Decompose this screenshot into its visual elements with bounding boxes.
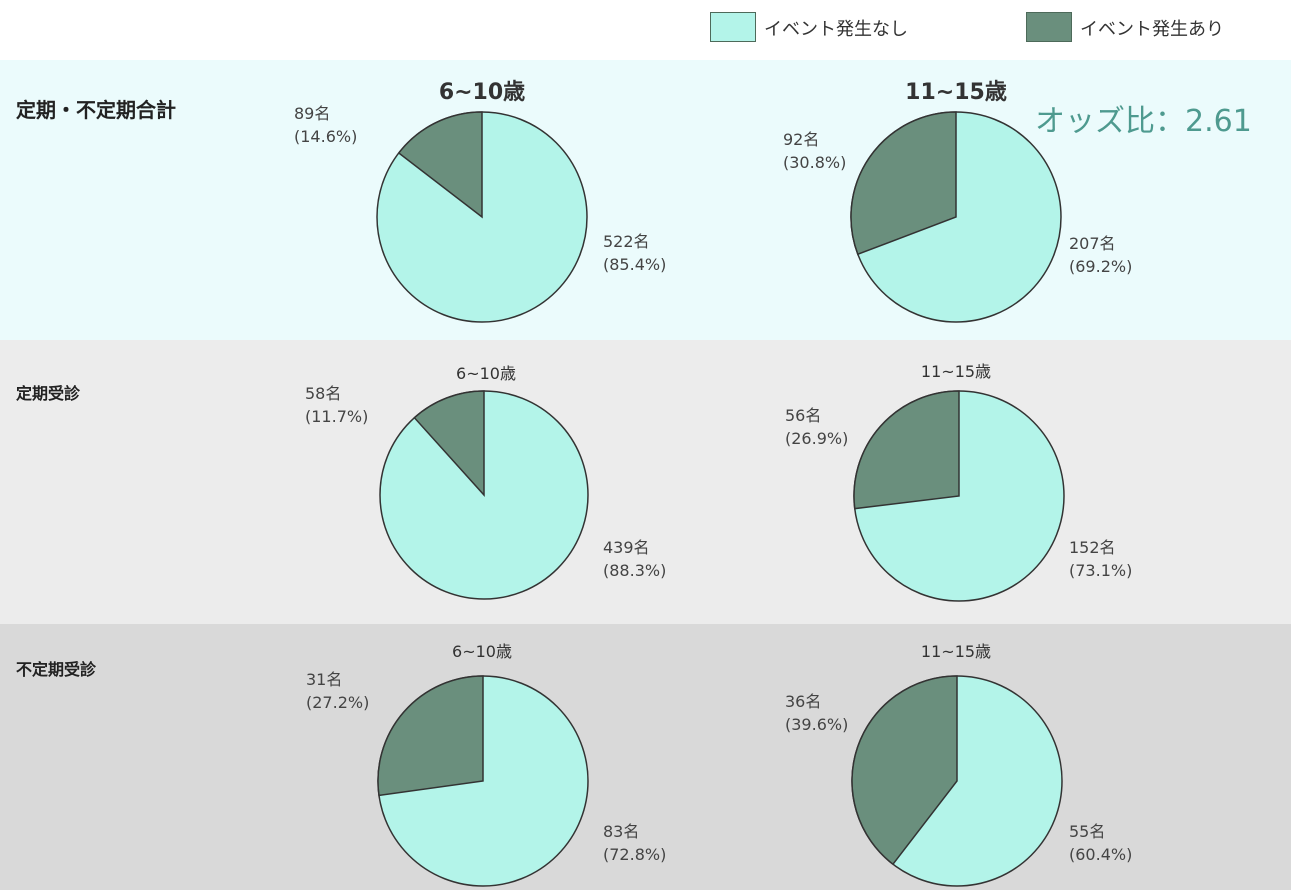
percent-label: (27.2%): [306, 693, 370, 712]
count-label: 55名: [1069, 822, 1106, 841]
percent-label: (73.1%): [1069, 561, 1133, 580]
percent-label: (69.2%): [1069, 257, 1133, 276]
slice-label-event: 56名 (26.9%): [785, 404, 848, 450]
legend-swatch-event: [1026, 12, 1072, 42]
percent-label: (11.7%): [305, 407, 369, 426]
chart-title: 6~10歳: [438, 80, 526, 105]
percent-label: (88.3%): [603, 561, 667, 580]
legend: イベント発生なし イベント発生あり: [700, 8, 1290, 48]
band-title: 不定期受診: [16, 660, 97, 679]
pie-chart: [376, 111, 588, 323]
slice-label-no-event: 83名 (72.8%): [603, 820, 666, 866]
percent-label: (60.4%): [1069, 845, 1133, 864]
band-total: 定期・不定期合計 6~10歳 11~15歳: [0, 60, 1291, 340]
pie-chart: [850, 111, 1062, 323]
chart-title: 6~10歳: [452, 642, 512, 661]
chart-title: 11~15歳: [920, 642, 992, 661]
pie-slice-event: [377, 675, 484, 797]
count-label: 92名: [783, 130, 820, 149]
slice-label-event: 89名 (14.6%): [294, 102, 357, 148]
odds-ratio-annotation: オッズ比：2.61: [1035, 104, 1252, 139]
slice-label-event: 58名 (11.7%): [305, 382, 368, 428]
count-label: 58名: [305, 384, 342, 403]
count-label: 439名: [603, 538, 650, 557]
slice-label-event: 92名 (30.8%): [783, 128, 846, 174]
pie-chart: [377, 675, 589, 887]
percent-label: (85.4%): [603, 255, 667, 274]
count-label: 36名: [785, 692, 822, 711]
pie-chart: [851, 675, 1063, 887]
band-regular: 定期受診 6~10歳 11~15歳: [0, 340, 1291, 624]
percent-label: (39.6%): [785, 715, 849, 734]
pie-chart: [853, 390, 1065, 602]
legend-swatch-no-event: [710, 12, 756, 42]
slice-label-no-event: 207名 (69.2%): [1069, 232, 1132, 278]
legend-label-event: イベント発生あり: [1080, 19, 1224, 40]
count-label: 83名: [603, 822, 640, 841]
count-label: 89名: [294, 104, 331, 123]
pie-slice-event: [397, 111, 483, 219]
band-title: 定期・不定期合計: [16, 98, 176, 122]
slice-label-no-event: 55名 (60.4%): [1069, 820, 1132, 866]
count-label: 56名: [785, 406, 822, 425]
chart-title: 6~10歳: [456, 364, 516, 383]
chart-title: 11~15歳: [905, 80, 1007, 105]
percent-label: (72.8%): [603, 845, 667, 864]
pie-chart: [379, 390, 589, 600]
percent-label: (14.6%): [294, 127, 358, 146]
slice-label-no-event: 152名 (73.1%): [1069, 536, 1132, 582]
legend-label-no-event: イベント発生なし: [764, 19, 908, 40]
percent-label: (30.8%): [783, 153, 847, 172]
slice-label-no-event: 522名 (85.4%): [603, 230, 666, 276]
pie-slice-event: [851, 675, 958, 866]
slice-label-no-event: 439名 (88.3%): [603, 536, 666, 582]
chart-title: 11~15歳: [920, 362, 992, 381]
count-label: 522名: [603, 232, 650, 251]
slice-label-event: 31名 (27.2%): [306, 668, 369, 714]
count-label: 152名: [1069, 538, 1116, 557]
band-irregular: 不定期受診 6~10歳 11~15歳: [0, 624, 1291, 890]
pie-slice-event: [850, 111, 957, 256]
percent-label: (26.9%): [785, 429, 849, 448]
count-label: 207名: [1069, 234, 1116, 253]
slice-label-event: 36名 (39.6%): [785, 690, 848, 736]
band-title: 定期受診: [16, 384, 81, 403]
pie-slice-event: [853, 390, 960, 510]
count-label: 31名: [306, 670, 343, 689]
pie-slice-event: [413, 390, 485, 497]
